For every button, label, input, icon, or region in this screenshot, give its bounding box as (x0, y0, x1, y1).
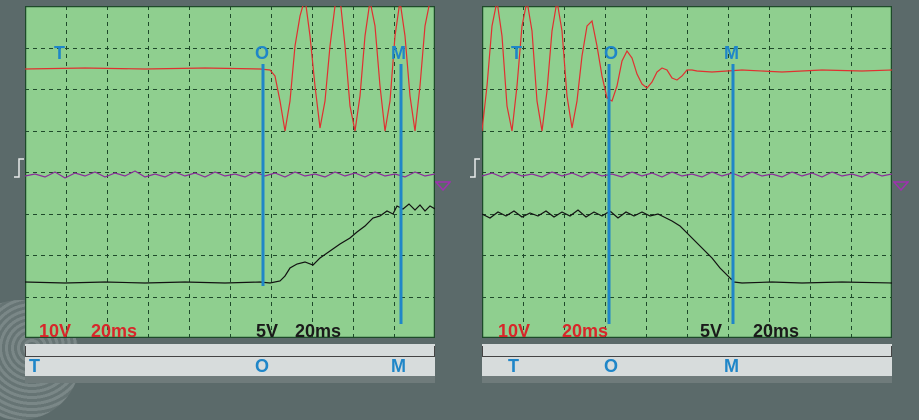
trace-purple-right (482, 171, 892, 178)
scope-screen-left: T O M 10V 20ms 5V 20ms (25, 6, 435, 341)
ch2-time-right: 20ms (753, 321, 800, 341)
ch2-time-left: 20ms (295, 321, 342, 341)
ch2-volts-left: 5V (256, 321, 279, 341)
ch1-volts-left: 10V (39, 321, 72, 341)
ch1-volts-right: 10V (498, 321, 531, 341)
ground-arrow-icon (893, 181, 909, 192)
trigger-step-icon (14, 158, 24, 178)
ruler-tick (434, 346, 435, 357)
marker-m-top-right: M (724, 43, 739, 63)
marker-m-bottom-left: M (391, 356, 406, 376)
ruler-tick (891, 346, 892, 357)
trigger-step-icon (470, 158, 480, 178)
ch2-volts-right: 5V (700, 321, 723, 341)
ruler-line (482, 356, 892, 357)
ruler-tick (482, 346, 483, 357)
marker-m-bottom-right: M (724, 356, 739, 376)
ground-arrow-icon (435, 181, 451, 192)
scope-screen-right: T O M 10V 20ms 5V 20ms (482, 6, 892, 341)
trace-black-left (25, 203, 435, 284)
marker-m-top-left: M (391, 43, 406, 63)
ch1-time-left: 20ms (91, 321, 138, 341)
scope-graticule-left (25, 6, 435, 338)
timeline-ruler-right: T O M (482, 344, 892, 383)
scope-graticule-right (482, 6, 892, 338)
marker-t-top-right: T (511, 43, 522, 63)
ruler-tick (25, 346, 26, 357)
marker-t-bottom-right: T (508, 356, 519, 376)
scope-traces-left (25, 6, 435, 324)
ruler-line (25, 356, 435, 357)
timeline-ruler-left: T O M (25, 344, 435, 383)
marker-o-top-right: O (604, 43, 619, 63)
marker-o-top-left: O (255, 43, 270, 63)
trace-red-right (482, 6, 892, 132)
ruler-band (482, 376, 892, 383)
trace-purple-left (25, 170, 435, 179)
marker-t-top-left: T (54, 43, 65, 63)
trace-black-right (482, 209, 892, 284)
trace-red-left (25, 6, 430, 132)
ruler-band (25, 376, 435, 383)
marker-o-bottom-right: O (604, 356, 619, 376)
marker-t-bottom-left: T (29, 356, 40, 376)
scope-traces-right (482, 6, 892, 324)
marker-o-bottom-left: O (255, 356, 270, 376)
ch1-time-right: 20ms (562, 321, 609, 341)
